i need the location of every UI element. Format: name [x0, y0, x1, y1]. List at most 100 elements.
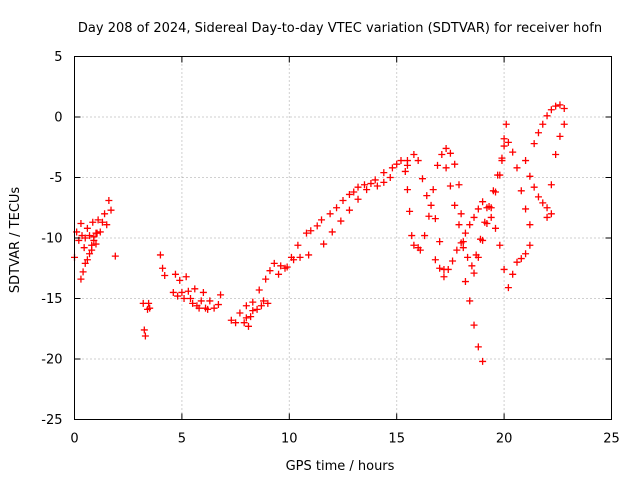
- data-point: [483, 219, 491, 227]
- data-point: [305, 251, 313, 259]
- data-point: [560, 105, 568, 113]
- data-point: [442, 144, 450, 152]
- data-point: [479, 198, 487, 206]
- data-point: [281, 264, 289, 272]
- data-point: [79, 268, 87, 276]
- data-points: [71, 101, 568, 365]
- y-axis-title: SDTVAR / TECUs: [8, 187, 23, 294]
- data-point: [217, 291, 225, 299]
- data-point: [182, 273, 190, 281]
- data-point: [232, 319, 240, 327]
- data-point: [101, 210, 109, 218]
- data-point: [434, 161, 442, 169]
- data-point: [328, 228, 336, 236]
- data-point: [560, 120, 568, 128]
- data-point: [442, 164, 450, 172]
- data-point: [360, 181, 368, 189]
- data-point: [403, 186, 411, 194]
- data-point: [257, 302, 265, 310]
- data-point: [408, 232, 416, 240]
- data-point: [242, 302, 250, 310]
- data-point: [425, 212, 433, 220]
- data-point: [339, 196, 347, 204]
- data-point: [547, 210, 555, 218]
- data-point: [526, 221, 534, 229]
- data-point: [431, 256, 439, 264]
- data-point: [80, 244, 88, 252]
- data-point: [498, 157, 506, 165]
- data-point: [367, 180, 375, 188]
- data-point: [249, 298, 257, 306]
- data-point: [543, 204, 551, 212]
- data-point: [333, 204, 341, 212]
- data-point: [159, 264, 167, 272]
- data-point: [393, 160, 401, 168]
- data-point: [373, 182, 381, 190]
- data-point: [240, 319, 248, 327]
- data-point: [191, 285, 199, 293]
- data-point: [513, 164, 521, 172]
- data-point: [210, 304, 218, 312]
- data-point: [307, 227, 315, 235]
- data-point: [96, 228, 104, 236]
- data-point: [500, 265, 508, 273]
- data-point: [446, 149, 454, 157]
- data-point: [487, 204, 495, 212]
- data-point: [509, 148, 517, 156]
- data-point: [534, 129, 542, 137]
- data-point: [313, 222, 321, 230]
- x-tick-label: 5: [178, 432, 186, 447]
- data-point: [105, 196, 113, 204]
- data-point: [470, 321, 478, 329]
- data-point: [444, 265, 452, 273]
- data-point: [440, 273, 448, 281]
- data-point: [77, 275, 85, 283]
- data-point: [345, 190, 353, 198]
- data-point: [140, 326, 148, 334]
- x-tick-label: 0: [70, 432, 78, 447]
- data-point: [266, 267, 274, 275]
- data-point: [103, 221, 111, 229]
- data-point: [388, 164, 396, 172]
- data-point: [464, 253, 472, 261]
- data-point: [461, 229, 469, 237]
- data-point: [83, 256, 91, 264]
- data-point: [414, 157, 422, 165]
- data-point: [380, 169, 388, 177]
- data-point: [174, 292, 182, 300]
- data-point: [517, 255, 525, 263]
- data-point: [453, 246, 461, 254]
- data-point: [556, 132, 564, 140]
- x-tick-label: 15: [388, 432, 405, 447]
- data-point: [294, 241, 302, 249]
- data-point: [371, 176, 379, 184]
- data-point: [539, 199, 547, 207]
- data-point: [277, 262, 285, 270]
- data-point: [543, 213, 551, 221]
- data-point: [326, 210, 334, 218]
- data-point: [552, 151, 560, 159]
- data-point: [500, 135, 508, 143]
- data-point: [410, 241, 418, 249]
- data-point: [244, 322, 252, 330]
- data-point: [431, 215, 439, 223]
- x-axis-title: GPS time / hours: [286, 459, 395, 474]
- data-point: [145, 299, 153, 307]
- data-point: [496, 241, 504, 249]
- data-point: [176, 276, 184, 284]
- x-tick-label: 20: [496, 432, 513, 447]
- data-point: [197, 297, 205, 305]
- data-point: [470, 269, 478, 277]
- data-point: [449, 257, 457, 265]
- data-point: [380, 178, 388, 186]
- data-point: [161, 272, 169, 280]
- data-point: [86, 250, 94, 258]
- data-point: [466, 221, 474, 229]
- data-point: [457, 210, 465, 218]
- data-point: [436, 264, 444, 272]
- data-point: [455, 181, 463, 189]
- data-point: [302, 229, 310, 237]
- data-point: [500, 142, 508, 150]
- data-point: [81, 234, 89, 242]
- data-point: [169, 288, 177, 296]
